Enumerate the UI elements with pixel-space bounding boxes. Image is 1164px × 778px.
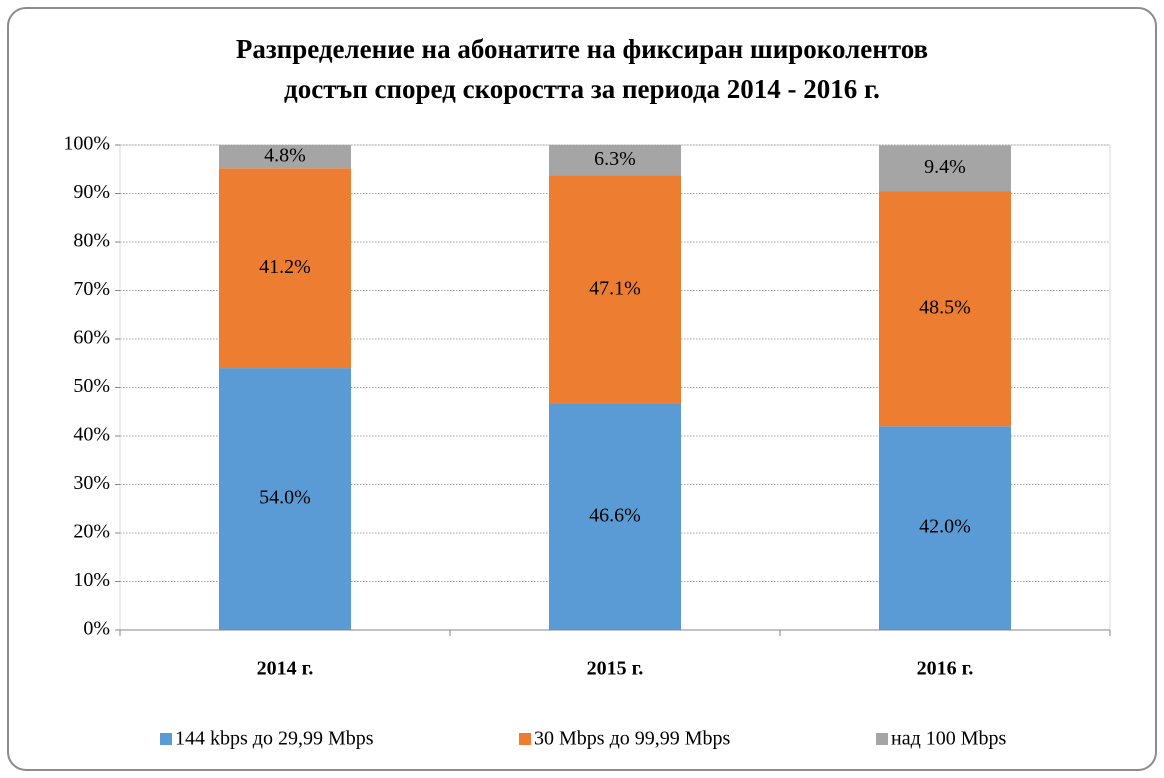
bar-segment <box>549 145 681 176</box>
y-tick-label: 20% <box>73 521 110 543</box>
x-tick-label: 2016 г. <box>917 658 974 680</box>
chart-title: достъп според скоростта за периода 2014 … <box>284 74 880 104</box>
y-tick-label: 0% <box>83 618 110 640</box>
y-tick-label: 10% <box>73 569 110 591</box>
data-label: 48.5% <box>919 296 971 318</box>
data-label: 4.8% <box>264 145 306 167</box>
data-label: 9.4% <box>924 156 966 178</box>
bar-segment <box>219 168 351 369</box>
bar-segment <box>549 175 681 404</box>
x-tick-label: 2015 г. <box>587 658 644 680</box>
bar-segment <box>549 403 681 630</box>
data-label: 47.1% <box>589 277 641 299</box>
y-tick-label: 90% <box>73 181 110 203</box>
legend-label: 30 Mbps до 99,99 Mbps <box>534 728 731 750</box>
bar-segment <box>879 426 1011 630</box>
bar-segment <box>219 368 351 630</box>
data-label: 42.0% <box>919 516 971 538</box>
legend-label: над 100 Mbps <box>891 728 1007 750</box>
y-tick-label: 80% <box>73 230 110 252</box>
data-label: 54.0% <box>259 487 311 509</box>
y-tick-label: 60% <box>73 327 110 349</box>
chart-title: Разпределение на абонатите на фиксиран ш… <box>236 34 928 64</box>
legend-label: 144 kbps до 29,99 Mbps <box>175 728 374 750</box>
bar-segment <box>879 191 1011 427</box>
y-tick-label: 70% <box>73 278 110 300</box>
data-label: 6.3% <box>594 148 636 170</box>
legend-swatch <box>160 733 172 745</box>
legend-swatch <box>519 733 531 745</box>
y-tick-label: 50% <box>73 375 110 397</box>
legend-swatch <box>876 733 888 745</box>
y-tick-label: 30% <box>73 472 110 494</box>
x-tick-label: 2014 г. <box>257 658 314 680</box>
bar-segment <box>219 145 351 169</box>
data-label: 46.6% <box>589 505 641 527</box>
data-label: 41.2% <box>259 256 311 278</box>
y-tick-label: 100% <box>63 133 110 155</box>
bar-segment <box>879 145 1011 192</box>
y-tick-label: 40% <box>73 424 110 446</box>
